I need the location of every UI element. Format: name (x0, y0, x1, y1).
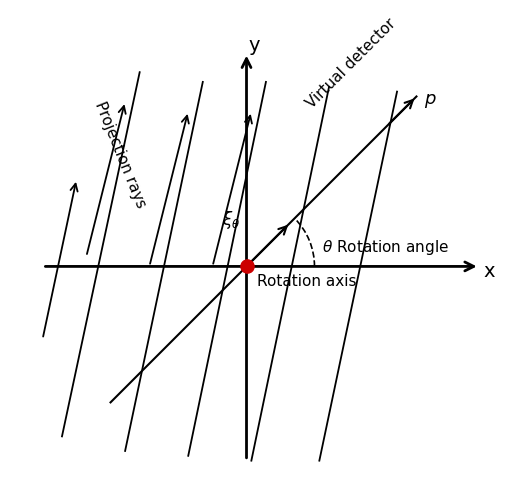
Point (242, 262, 251, 270)
Text: Virtual detector: Virtual detector (303, 16, 398, 111)
Text: Rotation axis: Rotation axis (257, 274, 357, 290)
Text: Projection rays: Projection rays (92, 99, 149, 210)
Text: p: p (424, 90, 435, 108)
Text: y: y (248, 36, 259, 55)
Text: $\theta$ Rotation angle: $\theta$ Rotation angle (322, 239, 449, 258)
Text: $\xi_{\theta}$: $\xi_{\theta}$ (222, 209, 241, 231)
Text: x: x (484, 262, 495, 281)
